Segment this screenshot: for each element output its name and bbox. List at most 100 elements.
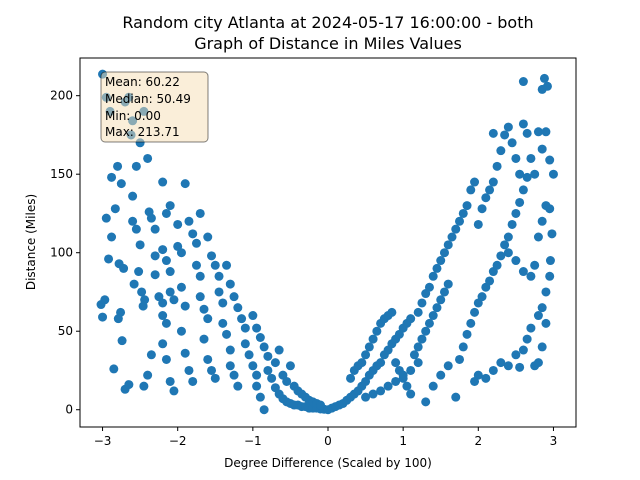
scatter-point [451, 224, 461, 234]
scatter-point [158, 177, 168, 187]
scatter-point [515, 197, 525, 207]
scatter-point [511, 208, 521, 218]
y-tick-label: 100 [50, 246, 73, 260]
scatter-point [545, 204, 555, 214]
scatter-point [233, 303, 243, 313]
scatter-point [218, 318, 228, 328]
scatter-point [462, 329, 472, 339]
scatter-point [492, 161, 502, 171]
scatter-point [346, 373, 356, 383]
scatter-point [203, 354, 213, 364]
scatter-point [263, 365, 273, 375]
scatter-point [191, 260, 201, 270]
scatter-point [496, 358, 506, 368]
scatter-point [541, 127, 551, 137]
scatter-point [530, 169, 540, 179]
scatter-point [533, 311, 543, 321]
scatter-point [458, 208, 468, 218]
scatter-point [161, 354, 171, 364]
scatter-point [515, 169, 525, 179]
scatter-point [387, 307, 397, 317]
scatter-point [137, 287, 147, 297]
scatter-point [539, 73, 549, 83]
scatter-point [409, 350, 419, 360]
scatter-point [233, 381, 243, 391]
scatter-point [139, 381, 149, 391]
scatter-point [117, 336, 127, 346]
scatter-point [545, 155, 555, 165]
scatter-point [368, 389, 378, 399]
scatter-point [144, 207, 154, 217]
scatter-point [477, 204, 487, 214]
scatter-point [470, 177, 480, 187]
scatter-point [455, 216, 465, 226]
scatter-point [383, 381, 393, 391]
scatter-point [530, 260, 540, 270]
scatter-point [428, 311, 438, 321]
scatter-point [188, 376, 198, 386]
scatter-point [500, 240, 510, 250]
scatter-point [222, 329, 232, 339]
scatter-point [357, 358, 367, 368]
scatter-point [222, 260, 232, 270]
y-tick-label: 0 [65, 403, 73, 417]
scatter-point [545, 256, 555, 266]
scatter-point [184, 216, 194, 226]
scatter-point [398, 370, 408, 380]
scatter-point [439, 287, 449, 297]
scatter-point [263, 351, 273, 361]
scatter-point [240, 323, 250, 333]
scatter-point [496, 251, 506, 261]
axis-ticks: −3 −2 −1 0 1 2 3 0 50 100 150 200 [50, 89, 557, 448]
scatter-point [537, 342, 547, 352]
scatter-point [270, 358, 280, 368]
scatter-point [413, 342, 423, 352]
scatter-point [255, 333, 265, 342]
scatter-point [176, 248, 186, 258]
scatter-point [158, 245, 168, 255]
stats-median: Median: 50.49 [105, 92, 191, 106]
scatter-point [485, 276, 495, 286]
scatter-point [199, 304, 209, 314]
scatter-point [176, 326, 186, 336]
scatter-point [500, 130, 510, 140]
scatter-point [421, 326, 431, 336]
scatter-point [180, 348, 190, 358]
stats-min: Min: 0.00 [105, 109, 161, 123]
scatter-point [150, 270, 160, 280]
scatter-point [548, 169, 558, 179]
scatter-point [165, 267, 175, 277]
scatter-point [432, 263, 442, 273]
scatter-point [252, 323, 262, 333]
scatter-point [406, 314, 416, 324]
scatter-point [503, 248, 513, 258]
scatter-point [282, 376, 292, 386]
scatter-point [361, 392, 371, 402]
scatter-point [161, 318, 171, 328]
scatter-point [436, 295, 446, 305]
stats-box: Mean: 60.22 Median: 50.49 Min: 0.00 Max:… [100, 71, 209, 143]
scatter-point [537, 144, 547, 154]
scatter-point [207, 251, 217, 261]
scatter-point [248, 361, 258, 371]
scatter-point [515, 362, 525, 372]
scatter-point [259, 342, 269, 352]
scatter-point [455, 354, 465, 364]
scatter-point [225, 345, 235, 355]
scatter-point [406, 365, 416, 375]
scatter-point [252, 381, 262, 391]
scatter-point [203, 232, 213, 242]
scatter-point [214, 287, 224, 297]
scatter-point [481, 193, 491, 203]
scatter-point [107, 232, 117, 242]
chart-title-line2: Graph of Distance in Miles Values [194, 34, 462, 53]
scatter-point [526, 153, 536, 163]
scatter-point [207, 365, 217, 375]
y-tick-label: 150 [50, 167, 73, 181]
scatter-point [150, 224, 160, 234]
x-tick-label: −1 [244, 434, 262, 448]
scatter-point [128, 216, 138, 226]
scatter-point [113, 314, 123, 324]
scatter-point [218, 298, 228, 308]
scatter-point [113, 161, 123, 171]
